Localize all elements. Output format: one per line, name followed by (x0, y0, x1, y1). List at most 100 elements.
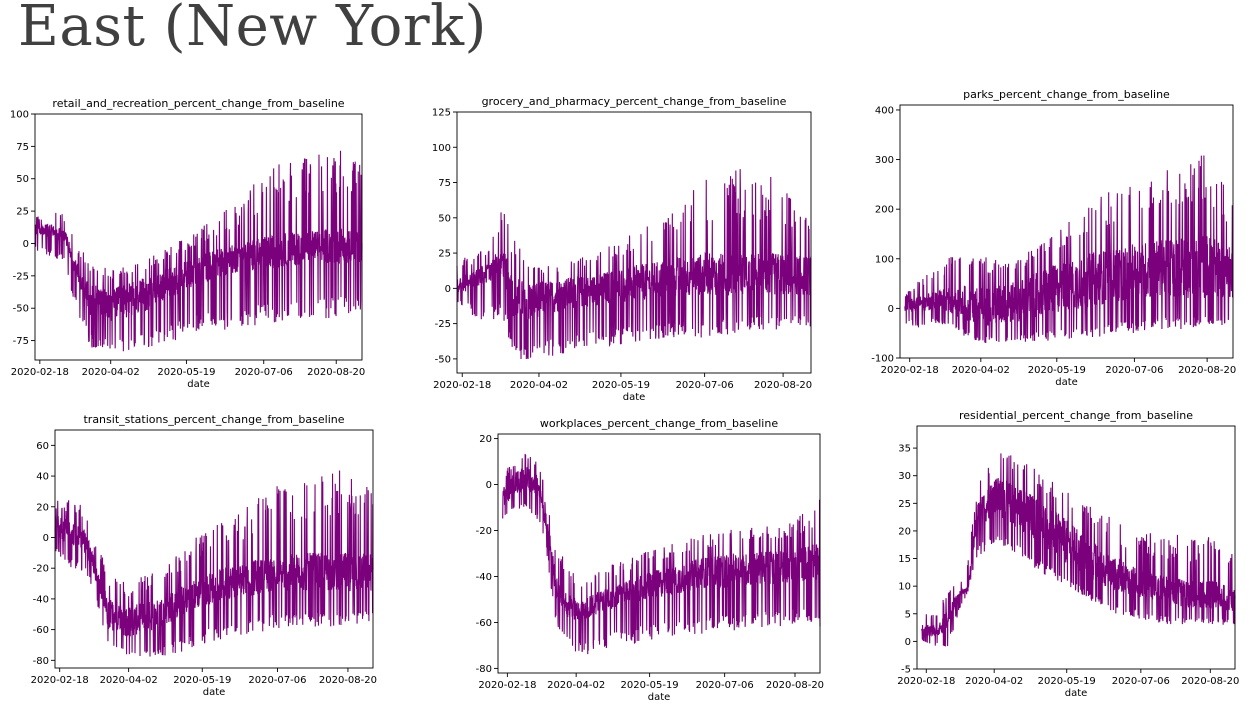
series-line (904, 155, 1234, 343)
x-axis-label: date (187, 379, 210, 390)
y-tick-label: -25 (13, 271, 29, 282)
y-tick-label: 15 (898, 554, 911, 565)
y-tick-label: 10 (898, 582, 911, 593)
y-tick-label: 20 (898, 526, 911, 537)
y-tick-label: 0 (905, 637, 911, 648)
x-tick-label: 2020-02-18 (881, 365, 939, 376)
series-line (54, 470, 374, 657)
x-tick-label: 2020-08-20 (766, 680, 824, 691)
x-axis-label: date (1065, 688, 1088, 699)
x-tick-label: 2020-04-02 (547, 680, 605, 691)
x-axis-label: date (648, 692, 671, 703)
x-tick-label: 2020-02-18 (433, 380, 491, 391)
y-tick-label: 50 (438, 213, 451, 224)
x-tick-label: 2020-08-20 (1181, 676, 1239, 687)
chart-title: grocery_and_pharmacy_percent_change_from… (482, 95, 787, 108)
x-tick-label: 2020-04-02 (82, 367, 140, 378)
y-tick-label: -60 (33, 625, 49, 636)
x-tick-label: 2020-08-20 (1178, 365, 1236, 376)
chart-panel-residential: -5 0 5 10 15 20 25 30 35 2020-02-18 2020-04-02 2020… (870, 408, 1245, 706)
y-tick-label: 100 (432, 143, 451, 154)
y-tick-label: -40 (476, 572, 492, 583)
y-tick-label: -80 (476, 664, 492, 675)
x-axis-label: date (1055, 377, 1078, 388)
y-tick-label: 100 (875, 254, 894, 265)
y-tick-label: 40 (36, 472, 49, 483)
axes-frame (34, 113, 363, 361)
y-tick-label: -40 (33, 594, 49, 605)
chart-panel-workplaces: -80 -60 -40 -20 0 20 2020-02-18 2020-04-02 2020-… (450, 415, 830, 705)
chart-panel-grocery: -50 -25 0 25 50 75 100 125 2020-02-18 2020-04-02 2… (420, 90, 820, 410)
chart-transit: -80 -60 -40 -20 0 20 40 60 2020-02-18 2020-04-02 2… (31, 413, 377, 698)
y-tick-label: 25 (438, 249, 451, 260)
y-tick-label: -50 (435, 354, 451, 365)
y-tick-label: -5 (901, 665, 911, 676)
x-tick-label: 2020-05-19 (592, 380, 650, 391)
x-tick-label: 2020-04-02 (965, 676, 1023, 687)
y-tick-label: 300 (875, 155, 894, 166)
x-tick-label: 2020-08-20 (319, 675, 377, 686)
x-tick-label: 2020-02-18 (897, 676, 955, 687)
x-tick-label: 2020-07-06 (1105, 365, 1163, 376)
y-tick-label: -25 (435, 319, 451, 330)
series-line (502, 453, 821, 655)
series-line (34, 150, 363, 352)
chart-panel-parks: -100 0 100 200 300 400 2020-02-18 2020-04-02 202… (860, 88, 1245, 393)
y-tick-label: 75 (438, 178, 451, 189)
y-tick-label: -80 (33, 656, 49, 667)
x-tick-label: 2020-04-02 (100, 675, 158, 686)
y-tick-label: 20 (36, 502, 49, 513)
x-tick-label: 2020-05-19 (1028, 365, 1086, 376)
y-tick-label: -60 (476, 618, 492, 629)
y-tick-label: -100 (871, 354, 894, 365)
y-tick-label: -50 (13, 304, 29, 315)
x-tick-label: 2020-02-18 (478, 680, 536, 691)
x-tick-label: 2020-04-02 (510, 380, 568, 391)
y-tick-label: 0 (43, 533, 49, 544)
y-tick-label: 0 (23, 239, 29, 250)
chart-residential: -5 0 5 10 15 20 25 30 35 2020-02-18 2020-04-02 2020… (897, 409, 1239, 699)
y-tick-label: 50 (16, 174, 29, 185)
axes-frame (899, 104, 1234, 359)
y-tick-label: 0 (486, 480, 492, 491)
y-tick-label: 25 (898, 499, 911, 510)
x-tick-label: 2020-05-19 (621, 680, 679, 691)
y-tick-label: 60 (36, 441, 49, 452)
y-tick-label: 75 (16, 142, 29, 153)
x-tick-label: 2020-02-18 (11, 367, 69, 378)
axes-frame (497, 433, 821, 674)
y-tick-label: 35 (898, 444, 911, 455)
x-axis-label: date (623, 392, 646, 403)
chart-workplaces: -80 -60 -40 -20 0 20 2020-02-18 2020-04-02 2020-… (476, 417, 824, 703)
y-tick-label: 400 (875, 105, 894, 116)
axes-frame (54, 429, 374, 669)
x-tick-label: 2020-07-06 (235, 367, 293, 378)
x-tick-label: 2020-05-19 (157, 367, 215, 378)
y-tick-label: 125 (432, 108, 451, 119)
y-tick-label: -20 (476, 526, 492, 537)
series-line (456, 169, 812, 360)
chart-title: retail_and_recreation_percent_change_fro… (52, 97, 344, 110)
chart-title: residential_percent_change_from_baseline (959, 409, 1193, 422)
page-title: East (New York) (18, 0, 487, 59)
y-tick-label: -20 (33, 564, 49, 575)
x-tick-label: 2020-05-19 (1038, 676, 1096, 687)
y-tick-label: 200 (875, 205, 894, 216)
chart-retail: -75 -50 -25 0 25 50 75 100 2020-02-18 2020-04-02 2… (10, 97, 365, 390)
chart-panel-transit: -80 -60 -40 -20 0 20 40 60 2020-02-18 2020-04-02 2… (0, 410, 380, 705)
y-tick-label: 5 (905, 609, 911, 620)
x-tick-label: 2020-07-06 (1112, 676, 1170, 687)
axes-frame (916, 425, 1236, 670)
y-tick-label: 100 (10, 110, 29, 121)
x-axis-label: date (203, 687, 226, 698)
chart-parks: -100 0 100 200 300 400 2020-02-18 2020-04-02 202… (871, 88, 1236, 388)
y-tick-label: 0 (888, 304, 894, 315)
y-tick-label: 25 (16, 207, 29, 218)
x-tick-label: 2020-07-06 (248, 675, 306, 686)
series-line (921, 453, 1236, 647)
x-tick-label: 2020-07-06 (696, 680, 754, 691)
chart-panel-retail: -75 -50 -25 0 25 50 75 100 2020-02-18 2020-04-02 2… (0, 92, 372, 392)
x-tick-label: 2020-07-06 (676, 380, 734, 391)
x-tick-label: 2020-04-02 (952, 365, 1010, 376)
x-tick-label: 2020-05-19 (173, 675, 231, 686)
